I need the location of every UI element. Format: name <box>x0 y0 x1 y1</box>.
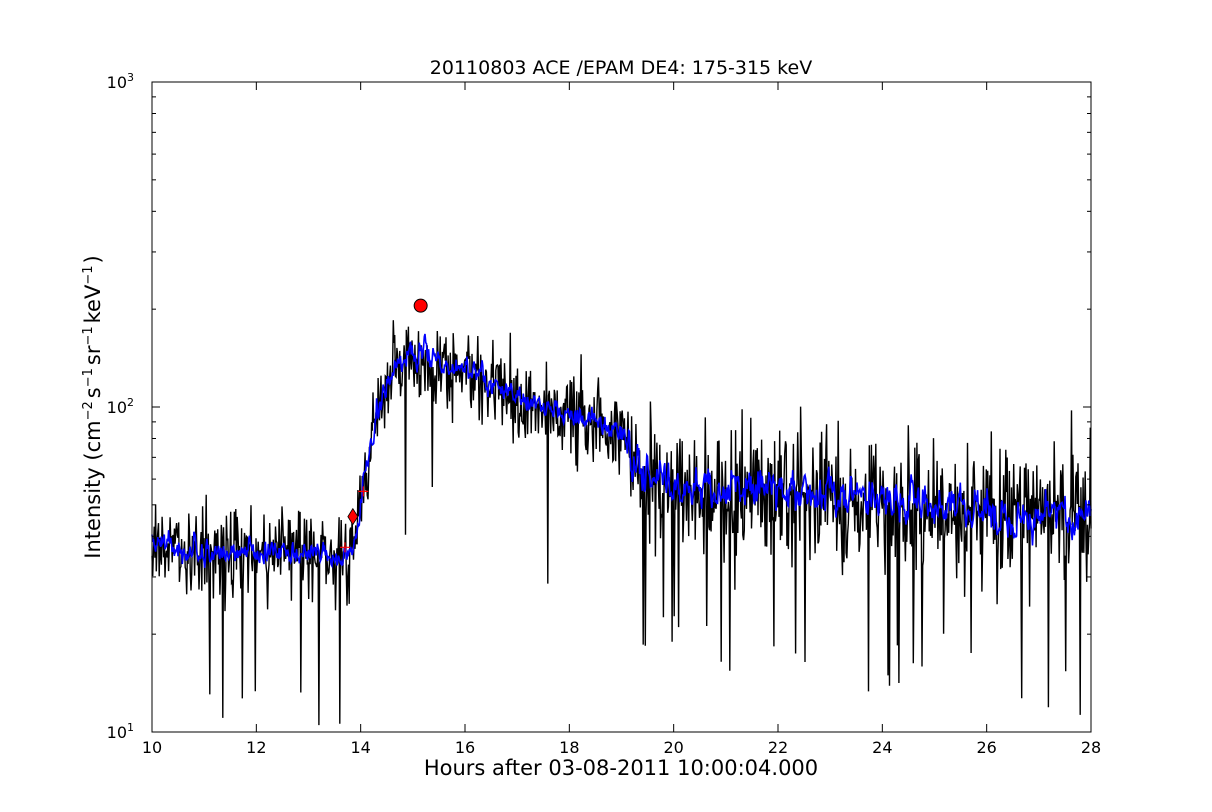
x-tick-label: 26 <box>976 738 996 757</box>
x-ticks: 10 12 14 16 18 20 22 24 26 28 <box>142 82 1101 757</box>
chart-title: 20110803 ACE /EPAM DE4: 175-315 keV <box>430 57 812 79</box>
x-tick-label: 28 <box>1081 738 1101 757</box>
event-markers <box>340 298 428 553</box>
x-axis-label: Hours after 03-08-2011 10:00:04.000 <box>424 756 818 780</box>
smoothed-intensity-line <box>151 333 1092 569</box>
peak-marker <box>413 298 428 313</box>
x-tick-label: 24 <box>872 738 892 757</box>
x-tick-label: 20 <box>663 738 683 757</box>
y-tick-label: 103 <box>107 71 134 92</box>
y-axis-label: Intensity (cm−2s−1sr−1keV−1) <box>81 255 105 558</box>
cross-marker-3 <box>358 486 369 497</box>
x-tick-label: 10 <box>142 738 162 757</box>
x-tick-label: 12 <box>246 738 266 757</box>
x-tick-label: 16 <box>455 738 475 757</box>
x-tick-label: 18 <box>559 738 579 757</box>
x-tick-label: 14 <box>350 738 370 757</box>
y-tick-label: 102 <box>107 396 134 417</box>
smoothed-intensity-series <box>151 333 1092 569</box>
y-ticks: 101 102 103 <box>107 71 1091 742</box>
y-tick-label: 101 <box>107 721 134 742</box>
cross-marker-2 <box>340 542 351 553</box>
x-tick-label: 22 <box>768 738 788 757</box>
onset-marker <box>347 507 359 526</box>
